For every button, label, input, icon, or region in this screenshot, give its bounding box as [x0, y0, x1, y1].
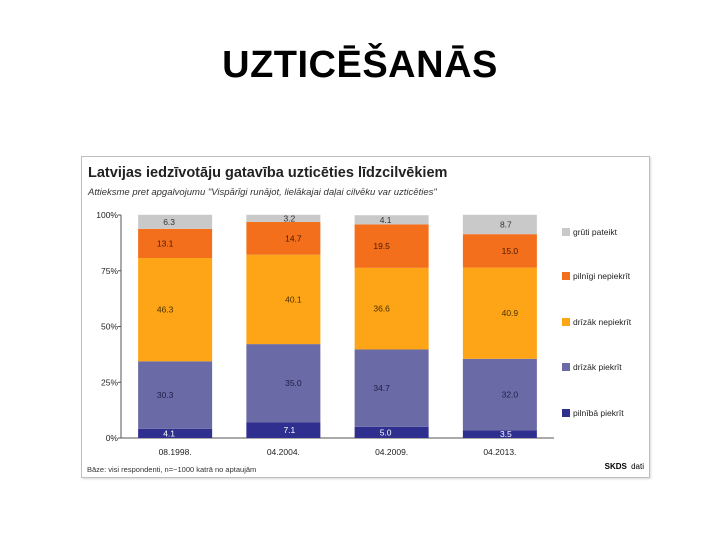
legend-label: drīzāk nepiekrīt	[573, 317, 632, 327]
legend-label: drīzāk piekrīt	[573, 362, 622, 372]
bar-segment	[246, 254, 321, 345]
chart-frame: Latvijas iedzīvotāju gatavība uzticēties…	[81, 156, 650, 478]
bar-segment	[138, 428, 213, 438]
data-label: 3.5	[500, 429, 512, 439]
data-label: 7.1	[283, 425, 295, 435]
data-label: 35.0	[285, 378, 302, 388]
legend-label: pilnīgi nepiekrīt	[573, 271, 631, 281]
data-label: 3.2	[283, 213, 295, 223]
data-label: 34.7	[373, 383, 390, 393]
bar-segment	[138, 228, 213, 259]
bar-segment	[354, 267, 429, 350]
y-tick-label: 75%	[101, 266, 118, 276]
bar-segment	[246, 422, 321, 438]
y-tick-label: 25%	[101, 377, 118, 387]
data-label: 40.1	[285, 294, 302, 304]
legend-swatch	[562, 363, 570, 371]
bar-segment	[354, 426, 429, 438]
data-label: 19.5	[373, 241, 390, 251]
legend-swatch	[562, 228, 570, 236]
bar-segment	[462, 430, 537, 438]
data-label: 32.0	[502, 390, 519, 400]
x-tick-label: 04.2004.	[267, 447, 300, 457]
data-label: 46.3	[157, 305, 174, 315]
bar-segment	[462, 267, 537, 359]
data-label: 30.3	[157, 390, 174, 400]
data-label: 13.1	[157, 238, 174, 248]
data-label: 5.0	[380, 427, 392, 437]
x-tick-label: 04.2009.	[375, 447, 408, 457]
legend-swatch	[562, 272, 570, 280]
data-label: 14.7	[285, 233, 302, 243]
data-label: 4.1	[380, 215, 392, 225]
svg-text:SKDS dati: SKDS dati	[605, 462, 645, 471]
slide-title: UZTICĒŠANĀS	[222, 44, 498, 86]
legend-label: grūti pateikt	[573, 227, 618, 237]
legend-swatch	[562, 409, 570, 417]
bar-segment	[138, 214, 213, 229]
source-suffix: dati	[631, 462, 644, 471]
source-label: SKDS dati	[605, 462, 645, 471]
bar-segment	[246, 214, 321, 222]
bar-segment	[354, 215, 429, 225]
bar-segment	[246, 221, 321, 255]
bar-segment	[138, 361, 213, 429]
bar-segment	[246, 344, 321, 423]
bar-segment	[138, 258, 213, 362]
data-label: 4.1	[163, 428, 175, 438]
x-tick-label: 04.2013.	[483, 447, 516, 457]
chart-subtitle: Attieksme pret apgalvojumu "Vispārīgi ru…	[87, 187, 437, 198]
bar-segment	[354, 224, 429, 268]
y-tick-label: 50%	[101, 322, 118, 332]
bar-segment	[462, 214, 537, 235]
bar-segment	[462, 358, 537, 431]
data-label: 36.6	[373, 304, 390, 314]
bar-segment	[354, 349, 429, 427]
stacked-bar-chart: Latvijas iedzīvotāju gatavība uzticēties…	[87, 165, 645, 474]
chart-title: Latvijas iedzīvotāju gatavība uzticēties…	[88, 165, 447, 181]
legend-label: pilnībā piekrīt	[573, 408, 624, 418]
y-tick-label: 100%	[96, 210, 118, 220]
y-tick-label: 0%	[106, 433, 119, 443]
data-label: 15.0	[502, 246, 519, 256]
x-tick-label: 08.1998.	[159, 447, 192, 457]
bar-segment	[462, 234, 537, 268]
data-label: 6.3	[163, 217, 175, 227]
data-label: 40.9	[502, 308, 519, 318]
source-brand: SKDS	[605, 462, 628, 471]
legend-swatch	[562, 318, 570, 326]
data-label: 8.7	[500, 219, 512, 229]
footnote: Bāze: visi respondenti, n=~1000 katrā no…	[87, 465, 256, 474]
